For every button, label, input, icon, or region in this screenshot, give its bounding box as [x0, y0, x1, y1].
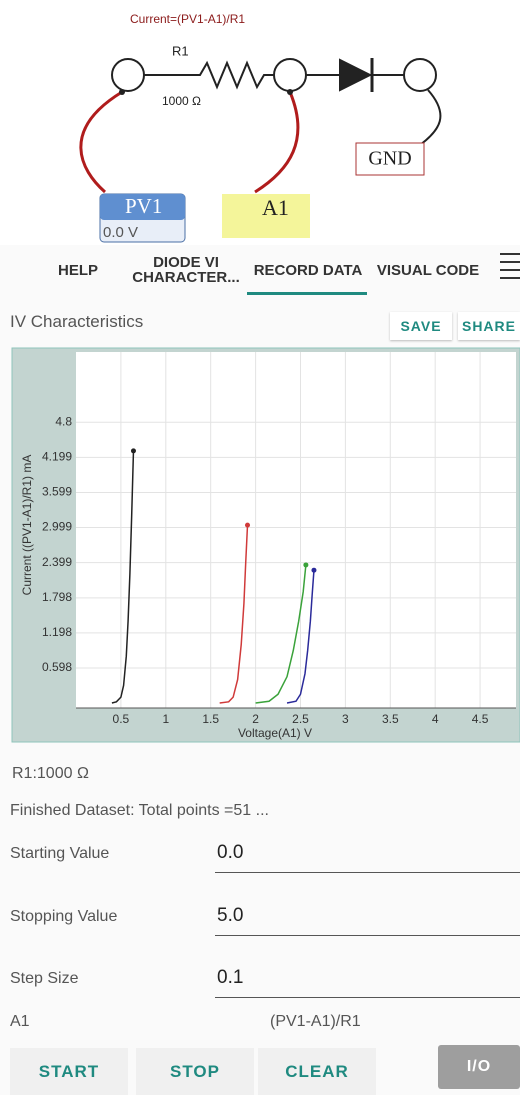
y-channel: (PV1-A1)/R1 [270, 1013, 361, 1030]
resistor-info: R1:1000 Ω [12, 765, 89, 782]
end-point [130, 448, 136, 454]
formula: Current=(PV1-A1)/R1 [130, 12, 245, 26]
end-point [311, 567, 317, 573]
data-line [111, 450, 135, 704]
y-tick-label: 3.599 [42, 485, 72, 499]
tab[interactable]: VISUAL CODE [376, 261, 480, 279]
y-tick-label: 2.399 [42, 555, 72, 569]
tab[interactable]: RECORD DATA [253, 261, 363, 279]
plot-area [76, 352, 516, 708]
save-button[interactable]: SAVE [390, 312, 452, 340]
resistance: 1000 Ω [162, 94, 201, 108]
y-tick-label: 4.199 [42, 450, 72, 464]
end-point [245, 522, 251, 528]
status: Finished Dataset: Total points =51 ... [10, 802, 269, 819]
io-button[interactable]: I/O [438, 1045, 520, 1089]
resistor-name: R1 [172, 43, 189, 58]
x-tick-label: 0.5 [113, 712, 130, 726]
field-label: Starting Value [10, 845, 110, 862]
x-channel: A1 [10, 1013, 30, 1030]
pv1-label: PV1 [125, 194, 162, 218]
field-underline [215, 997, 520, 998]
a1-label: A1 [262, 195, 289, 220]
y-axis-label: Current ((PV1-A1)/R1) mA [20, 455, 34, 596]
y-tick-label: 1.798 [42, 590, 72, 604]
panel-title: IV Characteristics [10, 312, 144, 331]
x-tick-label: 1 [162, 712, 169, 726]
x-tick-label: 1.5 [202, 712, 219, 726]
pv1-value: 0.0 V [103, 224, 138, 241]
field-label: Stopping Value [10, 908, 118, 925]
tab[interactable]: HELP [57, 261, 98, 279]
x-tick-label: 3 [342, 712, 349, 726]
x-tick-label: 4 [432, 712, 439, 726]
start-button[interactable]: START [10, 1048, 128, 1095]
field-label: Step Size [10, 970, 79, 987]
circuit [79, 58, 442, 194]
tab-indicator [247, 292, 367, 295]
a1-box [222, 194, 310, 238]
data-line [286, 570, 315, 704]
x-tick-label: 4.5 [472, 712, 489, 726]
y-tick-label: 2.999 [42, 520, 72, 534]
field-value[interactable]: 5.0 [217, 905, 244, 926]
data-line [219, 525, 249, 704]
pv1-head [100, 194, 185, 220]
y-tick-label: 1.198 [42, 625, 72, 639]
stop-button[interactable]: STOP [136, 1048, 254, 1095]
x-tick-label: 2 [252, 712, 259, 726]
field-value[interactable]: 0.1 [217, 967, 244, 988]
clear-button[interactable]: CLEAR [258, 1048, 376, 1095]
y-tick-label: 0.598 [42, 660, 72, 674]
node [119, 89, 125, 95]
node [287, 89, 293, 95]
share-button[interactable]: SHARE [458, 312, 520, 340]
field-value[interactable]: 0.0 [217, 842, 244, 863]
field-underline [215, 935, 520, 936]
x-tick-label: 3.5 [382, 712, 399, 726]
gnd-box [355, 142, 425, 176]
x-tick-label: 2.5 [292, 712, 309, 726]
field-underline [215, 872, 520, 873]
data-line [255, 564, 307, 704]
end-point [303, 562, 309, 568]
tab[interactable]: DIODE VI CHARACTER... [132, 254, 240, 286]
chart: 0.598 1.198 1.798 2.399 2.999 3.599 4.199 4.8 0.… [42, 352, 516, 726]
gnd-label: GND [368, 148, 411, 170]
x-axis-label: Voltage(A1) V [238, 726, 312, 740]
menu-icon [500, 253, 520, 279]
tab-bar [0, 245, 520, 295]
y-tick-label: 4.8 [55, 414, 72, 428]
